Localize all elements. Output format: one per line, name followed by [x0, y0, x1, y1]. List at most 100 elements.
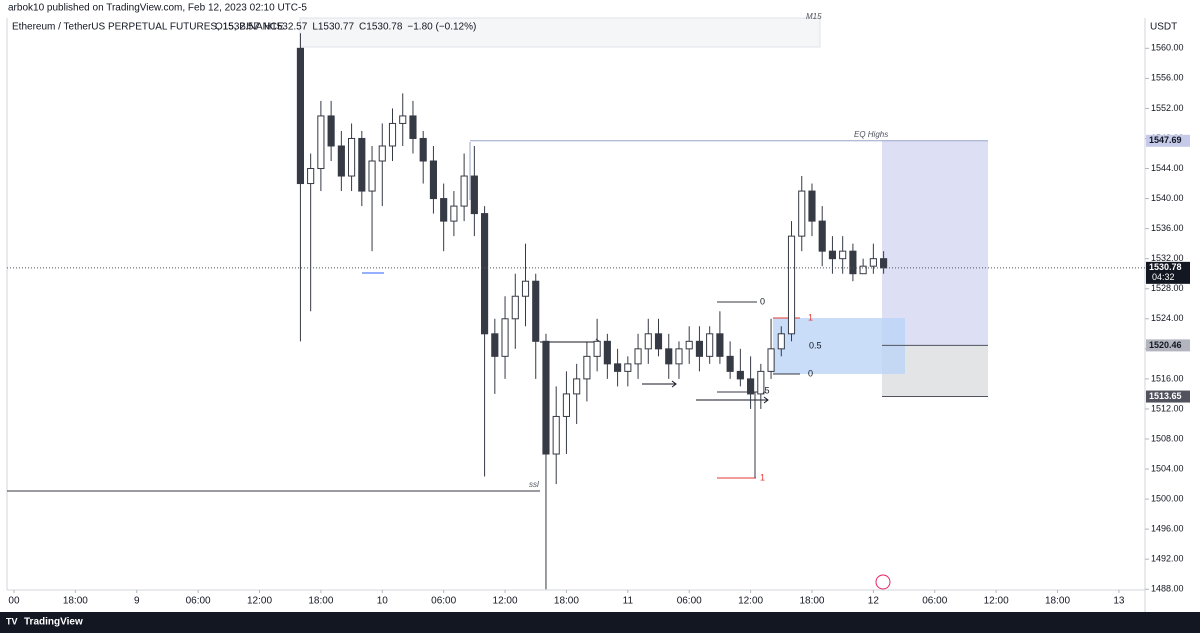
y-tick-label: 1500.00: [1151, 493, 1184, 503]
price-label: 1513.65: [1149, 391, 1182, 401]
y-tick-label: 1532.00: [1151, 253, 1184, 263]
fib-label: 1: [808, 312, 813, 322]
price-label-bg: [1146, 134, 1190, 147]
candle-body: [450, 205, 458, 222]
candle-body: [593, 340, 601, 357]
candle-body: [378, 145, 386, 162]
candle-body: [675, 348, 683, 365]
candle-body: [348, 137, 356, 177]
fib-label: 0: [760, 296, 765, 306]
target-zone: [882, 141, 988, 345]
fib-label: .5: [762, 385, 770, 395]
y-tick-label: 1528.00: [1151, 283, 1184, 293]
candle-body: [327, 115, 335, 147]
candle-body: [368, 160, 376, 192]
candle-body: [798, 190, 806, 237]
annotation: EQ Highs: [854, 130, 888, 139]
candle-body: [419, 137, 427, 162]
candle-body: [818, 220, 826, 252]
candle-body: [644, 333, 652, 350]
candle-body: [409, 115, 417, 139]
candle-body: [460, 175, 468, 207]
countdown: 04:32: [1152, 272, 1175, 282]
y-tick-label: 1508.00: [1151, 433, 1184, 443]
x-tick-label: 18:00: [554, 596, 579, 607]
candle-body: [603, 340, 611, 365]
candle-body: [654, 333, 663, 350]
x-tick-label: 12:00: [493, 596, 518, 607]
candle-body: [358, 137, 366, 192]
price-label: 1547.69: [1149, 135, 1182, 145]
ohlc-value: L1530.77: [312, 22, 354, 33]
annotation: M15: [806, 12, 822, 21]
candle-body: [481, 213, 489, 335]
candle-body: [869, 258, 877, 267]
candle-body: [337, 145, 345, 177]
y-tick-label: 1544.00: [1151, 163, 1184, 173]
price-label: 1530.78: [1149, 262, 1182, 272]
candle-body: [716, 333, 724, 357]
price-label-bg: [1146, 390, 1190, 403]
y-tick-label: 1560.00: [1151, 43, 1184, 53]
price-label-bg: [1146, 261, 1190, 284]
candle-body: [317, 115, 325, 170]
candle-body: [542, 340, 550, 455]
x-tick-label: 18:00: [63, 596, 88, 607]
candle-body: [828, 250, 837, 260]
y-tick-label: 1536.00: [1151, 223, 1184, 233]
candle-body: [501, 318, 509, 357]
candle-body: [470, 175, 478, 215]
candle-body: [859, 265, 867, 275]
y-tick-label: 1556.00: [1151, 73, 1184, 83]
footer-brand: TradingView: [24, 617, 83, 628]
x-tick-label: 06:00: [922, 596, 947, 607]
x-tick-label: 18:00: [308, 596, 333, 607]
candle-body: [521, 280, 530, 297]
arrow: [696, 396, 769, 404]
candle-body: [757, 370, 765, 395]
y-tick-label: 1504.00: [1151, 463, 1184, 473]
x-tick-label: 10: [377, 596, 389, 607]
candle-body: [706, 333, 714, 357]
candle-body: [767, 348, 775, 372]
candle-body: [388, 122, 397, 147]
candle-body: [614, 363, 622, 372]
candle-body: [808, 190, 816, 222]
candle-body: [307, 168, 315, 185]
x-tick-label: 06:00: [431, 596, 456, 607]
candle-body: [573, 378, 581, 395]
candle-body: [787, 235, 796, 335]
fib-label: 0.5: [809, 340, 822, 350]
price-label: 1520.46: [1149, 340, 1182, 350]
x-tick-label: 18:00: [1045, 596, 1070, 607]
candle-body: [695, 340, 704, 357]
ohlc-value: O1532.57: [215, 22, 259, 33]
footer-bar: [0, 612, 1200, 633]
candle-body: [624, 363, 632, 372]
symbol: Ethereum / TetherUS PERPETUAL FUTURES, 1…: [12, 22, 284, 33]
candle-body: [440, 198, 448, 222]
annotation: ssl: [529, 480, 539, 489]
y-tick-label: 1488.00: [1151, 584, 1184, 594]
fib-label: 1: [760, 472, 765, 482]
candle-body: [429, 160, 437, 200]
alert-icon[interactable]: [875, 574, 891, 590]
x-tick-label: 9: [134, 596, 140, 607]
candle-body: [849, 250, 857, 275]
candle-body: [532, 280, 540, 342]
price-label-bg: [1146, 339, 1190, 352]
ohlc-value: H1532.57: [264, 22, 308, 33]
publisher-line: arbok10 published on TradingView.com, Fe…: [8, 3, 307, 14]
x-tick-label: 12:00: [247, 596, 272, 607]
y-tick-label: 1516.00: [1151, 373, 1184, 383]
candle-body: [583, 355, 591, 380]
candle-body: [747, 378, 755, 395]
candle-body: [511, 295, 519, 320]
y-tick-label: 1540.00: [1151, 193, 1184, 203]
y-tick-label: 1492.00: [1151, 554, 1184, 564]
y-tick-label: 1552.00: [1151, 103, 1184, 113]
candle-body: [665, 348, 673, 365]
candle-body: [634, 348, 642, 365]
ohlc-value: −1.80 (−0.12%): [407, 22, 476, 33]
x-tick-label: 12: [868, 596, 880, 607]
